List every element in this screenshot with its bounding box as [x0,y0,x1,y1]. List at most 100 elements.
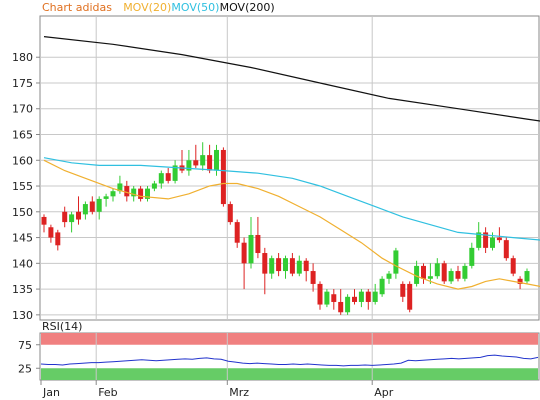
mov50-line [43,157,540,241]
candlestick [352,289,357,305]
candlestick [365,289,371,310]
chart-legend: Chart adidas MOV(20) MOV(50) MOV(200) [42,1,275,14]
candle-body [62,211,68,223]
candlestick [227,201,233,225]
candle-body [89,201,95,212]
candle-body [82,204,88,215]
price-tick-label: 175 [12,77,33,90]
price-plot-area [39,15,540,321]
candlestick [441,260,447,284]
candle-body [131,188,137,197]
candlestick [193,144,199,168]
candle-body [345,296,351,313]
candle-body [241,242,247,264]
candle-body [372,291,378,302]
candlestick [55,229,61,251]
candle-body [517,278,523,284]
candlestick [379,276,385,297]
rsi-tick-label: 25 [18,362,32,375]
candlestick [407,281,413,313]
candle-body [352,296,357,302]
candlestick [331,289,337,310]
rsi-panel: RSI(14) 75 25 [18,320,540,381]
candle-body [427,276,433,279]
candle-body [276,258,282,272]
price-tick-label: 140 [12,257,33,270]
mov20-line [43,159,540,290]
candle-body [338,301,344,313]
candle-body [262,253,268,274]
candle-body [483,232,489,248]
candle-body [214,149,219,171]
candle-body [379,278,385,295]
candlestick [400,281,406,302]
candlestick [393,247,399,279]
candlestick [165,168,171,184]
rsi-tick-label: 75 [18,339,32,352]
candle-body [496,237,502,241]
candle-body [41,216,47,225]
candlestick [338,289,344,315]
candlestick [48,224,54,243]
candlestick [414,260,420,287]
candle-body [103,196,109,199]
candle-body [490,237,495,248]
price-tick-label: 180 [12,51,33,64]
candle-body [296,260,302,274]
rsi-overbought-band [41,333,538,345]
candle-body [48,227,54,238]
candle-body [462,265,468,279]
price-tick-label: 130 [12,309,33,322]
candlestick [103,193,109,207]
candlestick [483,227,489,254]
price-tick-label: 155 [12,180,33,193]
time-tick-label: Mrz [229,386,249,399]
price-tick-label: 160 [12,154,33,167]
candle-body [248,234,254,264]
candlestick [289,253,295,277]
candlestick [200,142,206,171]
candlestick [303,258,309,282]
candle-body [455,271,461,279]
price-panel: 180 175 170 165 160 155 150 145 140 135 130 [12,15,540,322]
candlestick [172,160,178,184]
candle-body [358,291,364,302]
candle-body [220,149,226,205]
candle-body [193,160,199,166]
candlestick [324,289,330,308]
candle-body [365,291,371,302]
candle-body [207,155,213,171]
candlestick [462,263,468,282]
time-tick-label: Feb [98,386,117,399]
time-tick-label: Jan [42,386,60,399]
candlestick [476,222,482,251]
candlestick [151,180,157,192]
candle-body [158,173,164,184]
candlestick [427,263,433,284]
time-tick-label: Apr [374,386,394,399]
candle-body [421,265,426,279]
candlestick [358,289,364,308]
mov200-line [43,36,540,122]
candle-body [310,271,316,284]
candle-body [510,258,516,274]
candlestick [241,237,247,290]
candlestick [283,255,288,279]
candle-body [303,260,309,272]
candlestick [138,186,144,202]
legend-entry: Chart adidas [42,1,112,14]
candle-body [110,191,116,197]
candle-body [165,173,171,181]
candle-body [503,240,509,259]
candle-body [283,258,288,272]
candlestick [448,268,454,284]
candle-body [117,183,123,192]
price-tick-label: 170 [12,103,33,116]
candle-body [96,198,102,212]
candle-body [393,250,399,274]
candle-body [289,258,295,274]
candle-body [255,234,261,254]
candlestick [510,255,516,277]
candle-body [227,204,233,223]
candlestick [372,283,378,305]
